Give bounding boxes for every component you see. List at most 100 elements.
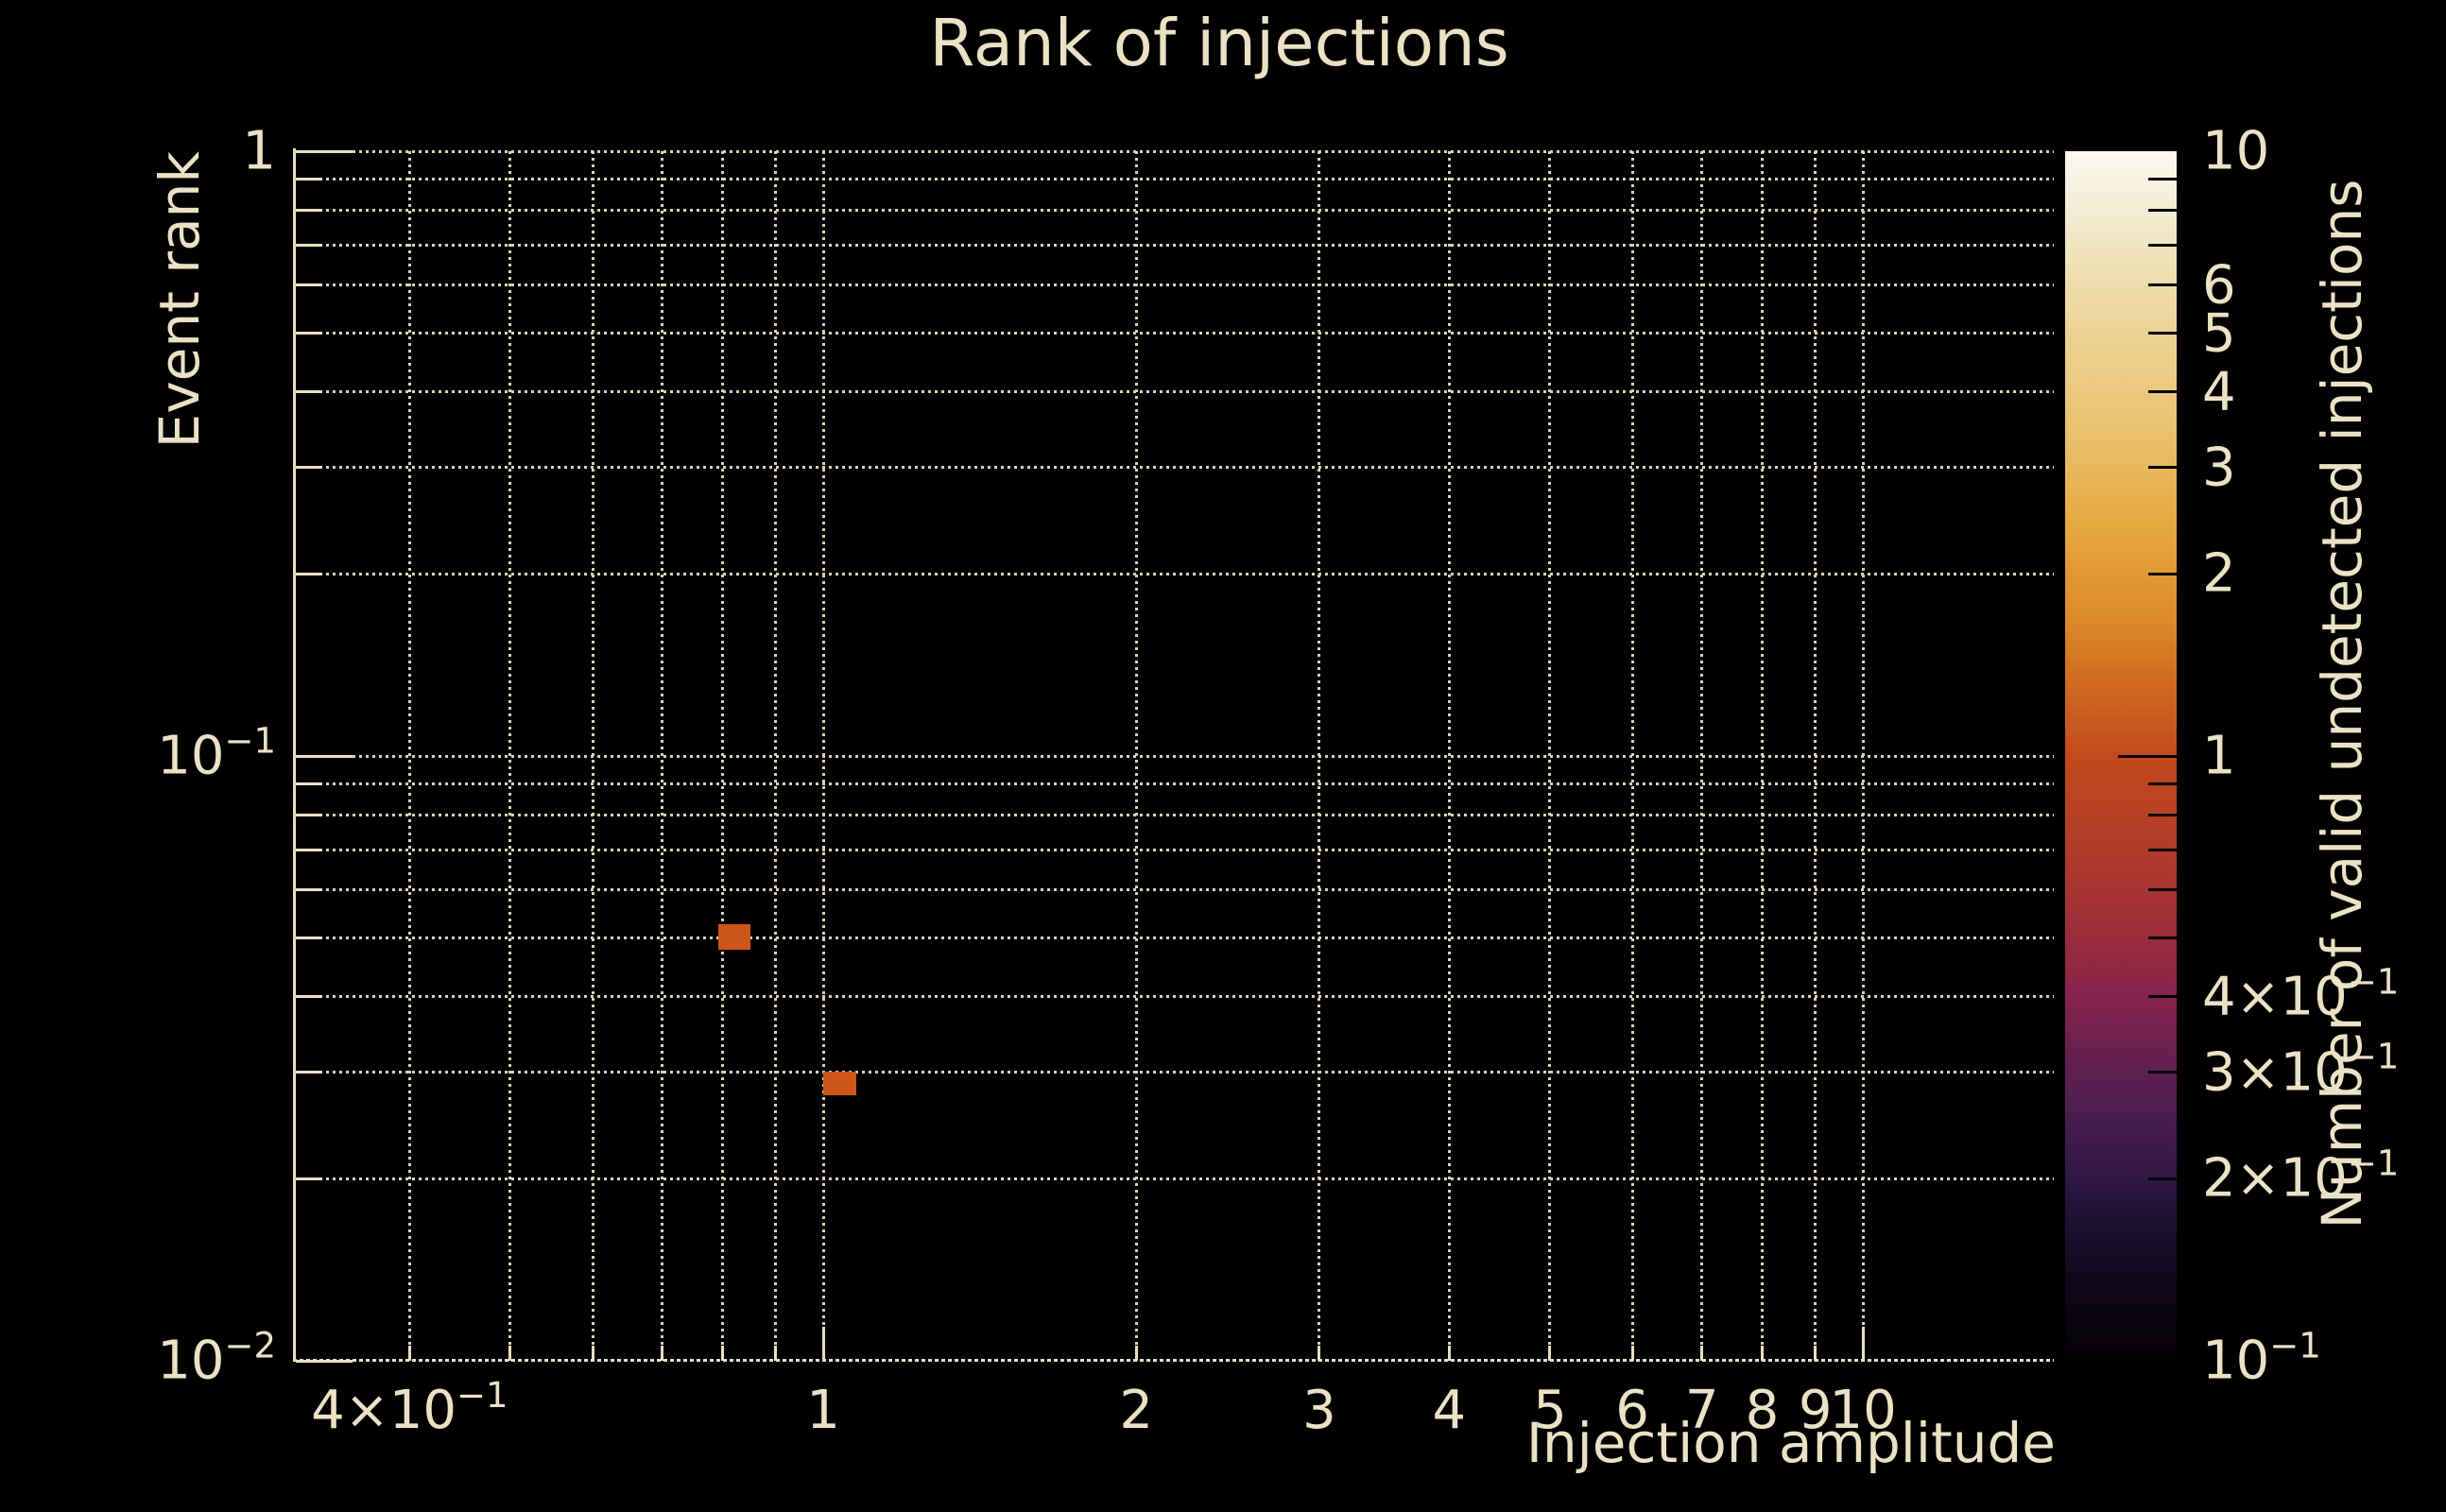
- y-gridline: [293, 243, 2054, 247]
- x-tick-label: 7: [1684, 1380, 1719, 1441]
- x-tick-mark: [1814, 1346, 1817, 1361]
- y-gridline: [293, 149, 2054, 153]
- x-tick-label: 3: [1302, 1380, 1336, 1441]
- colorbar-tick-label: 6: [2202, 254, 2236, 317]
- colorbar-tick-mark: [2148, 1071, 2177, 1074]
- y-gridline: [293, 572, 2054, 576]
- colorbar-tick-label: 3×10−1: [2202, 1036, 2400, 1104]
- x-axis-label: Injection amplitude: [1525, 1411, 2056, 1475]
- y-tick-label: 10−2: [157, 1325, 276, 1392]
- x-axis-spine: [293, 1359, 2054, 1362]
- y-tick-label: 10−1: [157, 720, 276, 787]
- y-tick-mark: [296, 332, 322, 335]
- y-gridline: [293, 390, 2054, 394]
- y-gridline: [293, 754, 2054, 758]
- colorbar-tick-label: 2×10−1: [2202, 1143, 2400, 1210]
- x-tick-mark: [1630, 1346, 1634, 1361]
- x-tick-label: 6: [1615, 1380, 1649, 1441]
- y-tick-mark: [296, 208, 322, 212]
- histogram-bin: [823, 1072, 857, 1095]
- x-tick-mark: [591, 1346, 594, 1361]
- y-tick-mark: [296, 284, 322, 287]
- colorbar-tick-label: 10: [2202, 120, 2270, 182]
- y-tick-mark: [296, 1177, 322, 1180]
- y-gridline: [293, 177, 2054, 180]
- x-tick-label: 5: [1533, 1380, 1567, 1441]
- y-tick-mark: [296, 1071, 322, 1074]
- x-tick-label: 4×10−1: [311, 1374, 508, 1441]
- x-tick-mark: [407, 1346, 411, 1361]
- x-tick-mark: [1760, 1346, 1764, 1361]
- y-gridline: [293, 848, 2054, 851]
- y-tick-mark: [296, 754, 353, 758]
- y-axis-label: Event rank: [147, 151, 212, 449]
- colorbar-tick-mark: [2148, 572, 2177, 576]
- colorbar-tick-label: 4×10−1: [2202, 961, 2400, 1028]
- y-gridline: [293, 332, 2054, 335]
- colorbar-tick-mark: [2148, 243, 2177, 247]
- y-tick-mark: [296, 390, 322, 394]
- colorbar-tick-mark: [2148, 995, 2177, 999]
- histogram-bin: [718, 923, 750, 950]
- x-tick-mark: [1700, 1346, 1704, 1361]
- x-tick-label: 4: [1432, 1380, 1467, 1441]
- y-gridline: [293, 466, 2054, 470]
- x-tick-label: 10: [1829, 1380, 1897, 1441]
- colorbar-tick-mark: [2148, 1177, 2177, 1180]
- y-gridline: [293, 995, 2054, 999]
- y-tick-mark: [296, 888, 322, 892]
- x-tick-mark: [1318, 1346, 1321, 1361]
- colorbar-tick-mark: [2148, 332, 2177, 335]
- colorbar-tick-mark: [2118, 754, 2177, 758]
- colorbar-tick-mark: [2148, 390, 2177, 394]
- colorbar-tick-mark: [2148, 208, 2177, 212]
- colorbar-tick-mark: [2148, 813, 2177, 816]
- y-gridline: [293, 284, 2054, 287]
- x-tick-mark: [1134, 1346, 1138, 1361]
- x-tick-mark: [1548, 1346, 1552, 1361]
- y-tick-mark: [296, 243, 322, 247]
- colorbar-tick-mark: [2148, 177, 2177, 180]
- y-gridline: [293, 813, 2054, 816]
- x-tick-mark: [774, 1346, 778, 1361]
- colorbar-tick-label: 10−1: [2202, 1325, 2321, 1392]
- x-tick-label: 1: [806, 1380, 840, 1441]
- y-gridline: [293, 1071, 2054, 1074]
- x-tick-mark: [1861, 1327, 1865, 1361]
- x-tick-mark: [821, 1327, 825, 1361]
- y-gridline: [293, 208, 2054, 212]
- x-tick-label: 8: [1745, 1380, 1780, 1441]
- y-tick-mark: [296, 572, 322, 576]
- y-tick-mark: [296, 1359, 353, 1363]
- y-tick-mark: [296, 848, 322, 851]
- x-tick-label: 2: [1119, 1380, 1154, 1441]
- x-tick-mark: [661, 1346, 664, 1361]
- y-tick-mark: [296, 995, 322, 999]
- y-gridline: [293, 936, 2054, 940]
- y-gridline: [293, 1177, 2054, 1180]
- colorbar-tick-label: 3: [2202, 437, 2236, 499]
- x-tick-mark: [720, 1346, 724, 1361]
- x-tick-mark: [1447, 1346, 1451, 1361]
- y-tick-mark: [296, 177, 322, 180]
- colorbar-tick-label: 2: [2202, 542, 2236, 605]
- x-tick-label: 9: [1798, 1380, 1833, 1441]
- colorbar-tick-mark: [2148, 888, 2177, 892]
- colorbar-tick-mark: [2148, 848, 2177, 851]
- y-gridline: [293, 782, 2054, 785]
- colorbar-tick-mark: [2148, 466, 2177, 470]
- colorbar-tick-mark: [2148, 782, 2177, 785]
- y-gridline: [293, 888, 2054, 892]
- colorbar-tick-label: 4: [2202, 361, 2236, 423]
- y-tick-mark: [296, 466, 322, 470]
- colorbar-tick-mark: [2148, 936, 2177, 940]
- colorbar-tick-label: 1: [2202, 725, 2236, 787]
- colorbar-tick-mark: [2148, 284, 2177, 287]
- y-tick-mark: [296, 936, 322, 940]
- y-tick-label: 1: [242, 120, 276, 182]
- y-tick-mark: [296, 149, 353, 153]
- colorbar-tick-label: 5: [2202, 302, 2236, 365]
- x-tick-mark: [508, 1346, 512, 1361]
- chart-title: Rank of injections: [929, 6, 1509, 81]
